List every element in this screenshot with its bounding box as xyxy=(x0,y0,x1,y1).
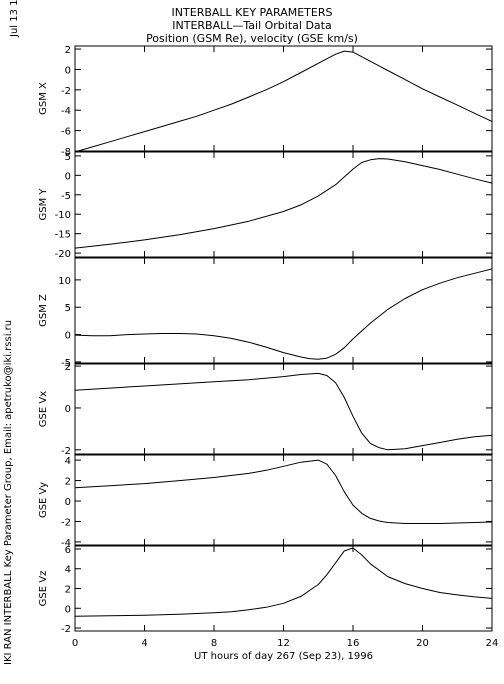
chart-title-line-2: INTERBALL—Tail Orbital Data xyxy=(172,19,332,32)
y-tick-label: 0 xyxy=(65,171,71,182)
y-tick-label: 0 xyxy=(65,65,71,76)
panel-1: -8 -6 -4 -2 0 2 GSM X xyxy=(38,45,493,158)
y-tick-label: 0 xyxy=(65,497,71,508)
y-tick-label: 10 xyxy=(58,276,71,287)
panel-3: -5 0 5 10 GSM Z xyxy=(38,257,493,369)
y-tick-label: -2 xyxy=(61,86,71,97)
y-tick-label: 4 xyxy=(65,565,71,576)
x-tick-label: 8 xyxy=(211,638,217,649)
y-tick-label: -5 xyxy=(61,191,71,202)
panel-6: -2 0 2 4 6 GSE Vz xyxy=(38,545,493,635)
y-tick-label: -2 xyxy=(61,517,71,528)
y-tick-label: 5 xyxy=(65,152,71,163)
series-line xyxy=(74,158,493,249)
y-tick-label: -5 xyxy=(61,358,71,369)
y-tick-label: 5 xyxy=(65,303,71,314)
panel-5: -4 -2 0 2 4 GSE Vy xyxy=(38,454,493,549)
series-line xyxy=(74,50,493,153)
y-tick-label: 2 xyxy=(65,477,71,488)
x-tick-label: 12 xyxy=(277,638,290,649)
y-tick-label: 2 xyxy=(65,585,71,596)
series-line xyxy=(74,459,493,524)
y-tick-label: -2 xyxy=(61,624,71,635)
y-tick-label: -6 xyxy=(61,127,71,138)
panel-2: -20 -15 -10 -5 0 5 GSM Y xyxy=(38,151,493,260)
y-axis-label: GSM Y xyxy=(38,188,49,221)
series-line xyxy=(74,268,493,360)
series-line xyxy=(74,372,493,451)
chart-subtitle: Position (GSM Re), velocity (GSE km/s) xyxy=(146,32,358,45)
y-axis-label: GSM X xyxy=(38,82,49,115)
y-tick-label: -20 xyxy=(55,249,71,260)
y-tick-label: 4 xyxy=(65,456,71,467)
panel-frame xyxy=(74,545,493,632)
y-tick-label: -10 xyxy=(55,210,71,221)
y-axis-label: GSE Vy xyxy=(38,482,49,518)
x-tick-label: 16 xyxy=(347,638,360,649)
y-axis-label: GSE Vz xyxy=(38,571,49,607)
chart-title-line-1: INTERBALL KEY PARAMETERS xyxy=(171,6,333,19)
x-tick-label: 4 xyxy=(141,638,147,649)
x-tick-label: 24 xyxy=(486,638,499,649)
y-tick-label: -15 xyxy=(55,230,71,241)
panel-4: -2 0 2 GSE Vx xyxy=(38,362,493,457)
y-tick-label: -4 xyxy=(61,538,71,549)
y-tick-label: 0 xyxy=(65,404,71,415)
series-line xyxy=(74,547,493,617)
y-tick-label: 6 xyxy=(65,545,71,556)
y-tick-label: 2 xyxy=(65,45,71,56)
panel-frame xyxy=(74,454,493,546)
x-axis-label: UT hours of day 267 (Sep 23), 1996 xyxy=(194,651,373,662)
y-tick-label: 0 xyxy=(65,331,71,342)
x-tick-label: 0 xyxy=(72,638,78,649)
y-tick-label: 2 xyxy=(65,362,71,373)
y-tick-label: -4 xyxy=(61,106,71,117)
y-axis-label: GSM Z xyxy=(38,294,49,327)
x-tick-label: 20 xyxy=(416,638,429,649)
panel-frame xyxy=(74,363,493,455)
y-tick-label: -2 xyxy=(61,446,71,457)
panel-frame xyxy=(74,257,493,364)
y-tick-label: 0 xyxy=(65,604,71,615)
y-tick-label: -8 xyxy=(61,147,71,158)
panel-frame xyxy=(74,45,493,152)
y-axis-label: GSE Vx xyxy=(38,391,49,427)
